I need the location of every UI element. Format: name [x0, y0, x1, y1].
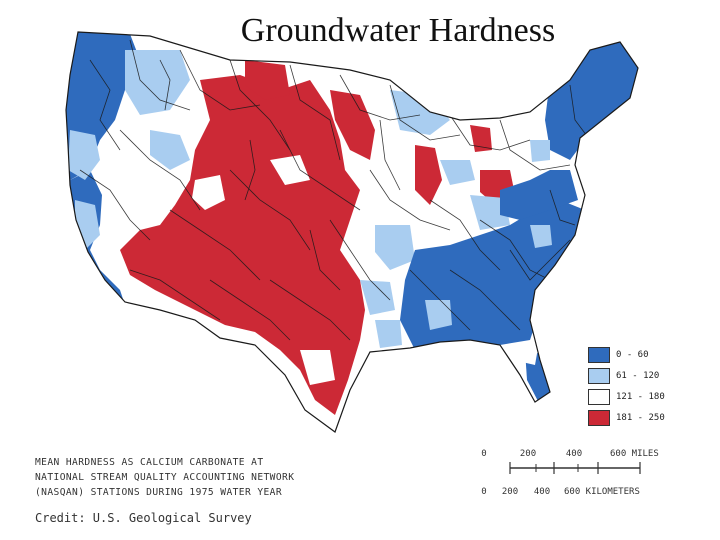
region-texas-hard: [300, 350, 335, 385]
region-minnesota-very-hard: [330, 90, 375, 160]
region-arkansas-moderate: [360, 280, 395, 315]
scale-bar: 0 200 400 600 MILES 0 200 400 600 KILOME…: [481, 449, 659, 497]
credit-text: Credit: U.S. Geological Survey: [35, 511, 252, 525]
scale-km-tick-400: 400: [534, 487, 550, 497]
region-interior-very-hard: [120, 75, 365, 415]
region-georgia-moderate: [425, 300, 452, 330]
legend-swatch-very-hard: [588, 410, 610, 426]
legend-swatch-soft: [588, 347, 610, 363]
scale-miles-tick-200: 200: [520, 449, 536, 459]
region-pennsylvania-moderate: [530, 140, 550, 162]
basin-boundaries: [79, 39, 591, 341]
region-wyoming-hard: [270, 155, 310, 185]
region-gulf-moderate: [375, 320, 402, 348]
region-rockies-moderate: [150, 130, 190, 170]
region-virginia-moderate: [530, 225, 552, 248]
scale-miles-tick-600: 600 MILES: [610, 449, 659, 459]
legend-item-181-250: 181 - 250: [588, 409, 665, 427]
legend-swatch-moderate: [588, 368, 610, 384]
legend-item-121-180: 121 - 180: [588, 388, 665, 406]
scale-km-tick-0: 0: [481, 487, 486, 497]
caption-line-1: MEAN HARDNESS AS CALCIUM CARBONATE AT: [35, 457, 264, 468]
legend-item-0-60: 0 - 60: [588, 346, 665, 364]
region-wisconsin-moderate: [440, 160, 475, 185]
region-appalachia-soft: [500, 170, 578, 220]
scale-km-tick-200: 200: [502, 487, 518, 497]
region-colorado-hard: [192, 175, 225, 210]
region-illinois-very-hard: [415, 145, 442, 205]
scale-miles-tick-400: 400: [566, 449, 582, 459]
region-missouri-moderate: [375, 225, 415, 270]
legend-label-181-250: 181 - 250: [616, 413, 665, 423]
region-new-england-soft: [545, 40, 638, 160]
caption-line-2: NATIONAL STREAM QUALITY ACCOUNTING NETWO…: [35, 472, 295, 483]
map-title: Groundwater Hardness: [240, 12, 556, 49]
legend-swatch-hard: [588, 389, 610, 405]
map-legend: 0 - 60 61 - 120 121 - 180 181 - 250: [588, 346, 665, 430]
region-cascades-moderate: [125, 50, 190, 115]
us-hardness-map: [65, 31, 639, 433]
us-outline-border: [65, 31, 639, 433]
region-north-dakota-very-hard: [245, 60, 290, 100]
legend-label-121-180: 121 - 180: [616, 392, 665, 402]
scale-km-tick-600: 600 KILOMETERS: [564, 487, 640, 497]
region-florida-hard: [520, 345, 538, 365]
legend-item-61-120: 61 - 120: [588, 367, 665, 385]
scale-miles-tick-0: 0: [481, 449, 486, 459]
map-caption: MEAN HARDNESS AS CALCIUM CARBONATE AT NA…: [35, 455, 294, 500]
legend-label-61-120: 61 - 120: [616, 371, 660, 381]
legend-label-0-60: 0 - 60: [616, 350, 649, 360]
caption-line-3: (NASQAN) STATIONS DURING 1975 WATER YEAR: [35, 487, 283, 498]
region-oregon-moderate: [68, 130, 100, 180]
region-michigan-very-hard: [470, 125, 492, 152]
